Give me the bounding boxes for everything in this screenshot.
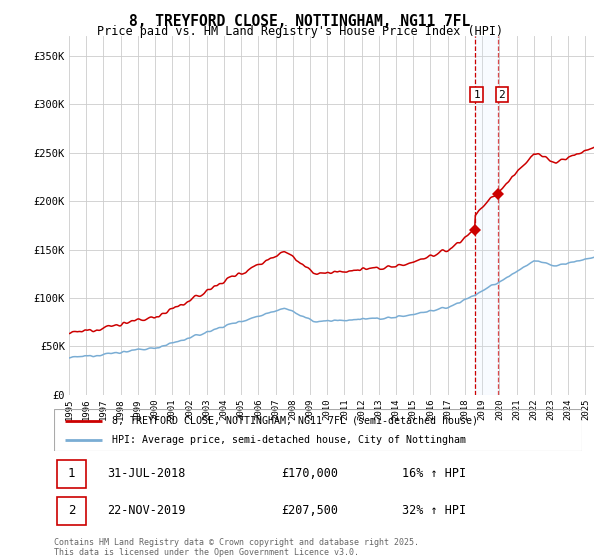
- Bar: [56, 460, 86, 488]
- Text: HPI: Average price, semi-detached house, City of Nottingham: HPI: Average price, semi-detached house,…: [112, 435, 466, 445]
- Text: 1: 1: [473, 90, 480, 100]
- Bar: [475, 36, 497, 395]
- Text: 22-NOV-2019: 22-NOV-2019: [107, 505, 185, 517]
- Text: 1: 1: [68, 468, 75, 480]
- Text: 2: 2: [499, 90, 505, 100]
- Text: 8, TREYFORD CLOSE, NOTTINGHAM, NG11 7FL (semi-detached house): 8, TREYFORD CLOSE, NOTTINGHAM, NG11 7FL …: [112, 416, 478, 426]
- Text: 16% ↑ HPI: 16% ↑ HPI: [403, 468, 467, 480]
- Text: 2: 2: [68, 505, 75, 517]
- Text: 8, TREYFORD CLOSE, NOTTINGHAM, NG11 7FL: 8, TREYFORD CLOSE, NOTTINGHAM, NG11 7FL: [130, 14, 470, 29]
- Text: Contains HM Land Registry data © Crown copyright and database right 2025.
This d: Contains HM Land Registry data © Crown c…: [54, 538, 419, 557]
- Text: £207,500: £207,500: [281, 505, 338, 517]
- Bar: [56, 497, 86, 525]
- Text: 32% ↑ HPI: 32% ↑ HPI: [403, 505, 467, 517]
- Text: £170,000: £170,000: [281, 468, 338, 480]
- Text: 31-JUL-2018: 31-JUL-2018: [107, 468, 185, 480]
- Text: Price paid vs. HM Land Registry's House Price Index (HPI): Price paid vs. HM Land Registry's House …: [97, 25, 503, 38]
